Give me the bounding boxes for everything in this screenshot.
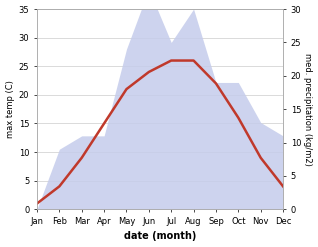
Y-axis label: max temp (C): max temp (C): [5, 80, 15, 138]
Y-axis label: med. precipitation (kg/m2): med. precipitation (kg/m2): [303, 53, 313, 165]
X-axis label: date (month): date (month): [124, 231, 196, 242]
